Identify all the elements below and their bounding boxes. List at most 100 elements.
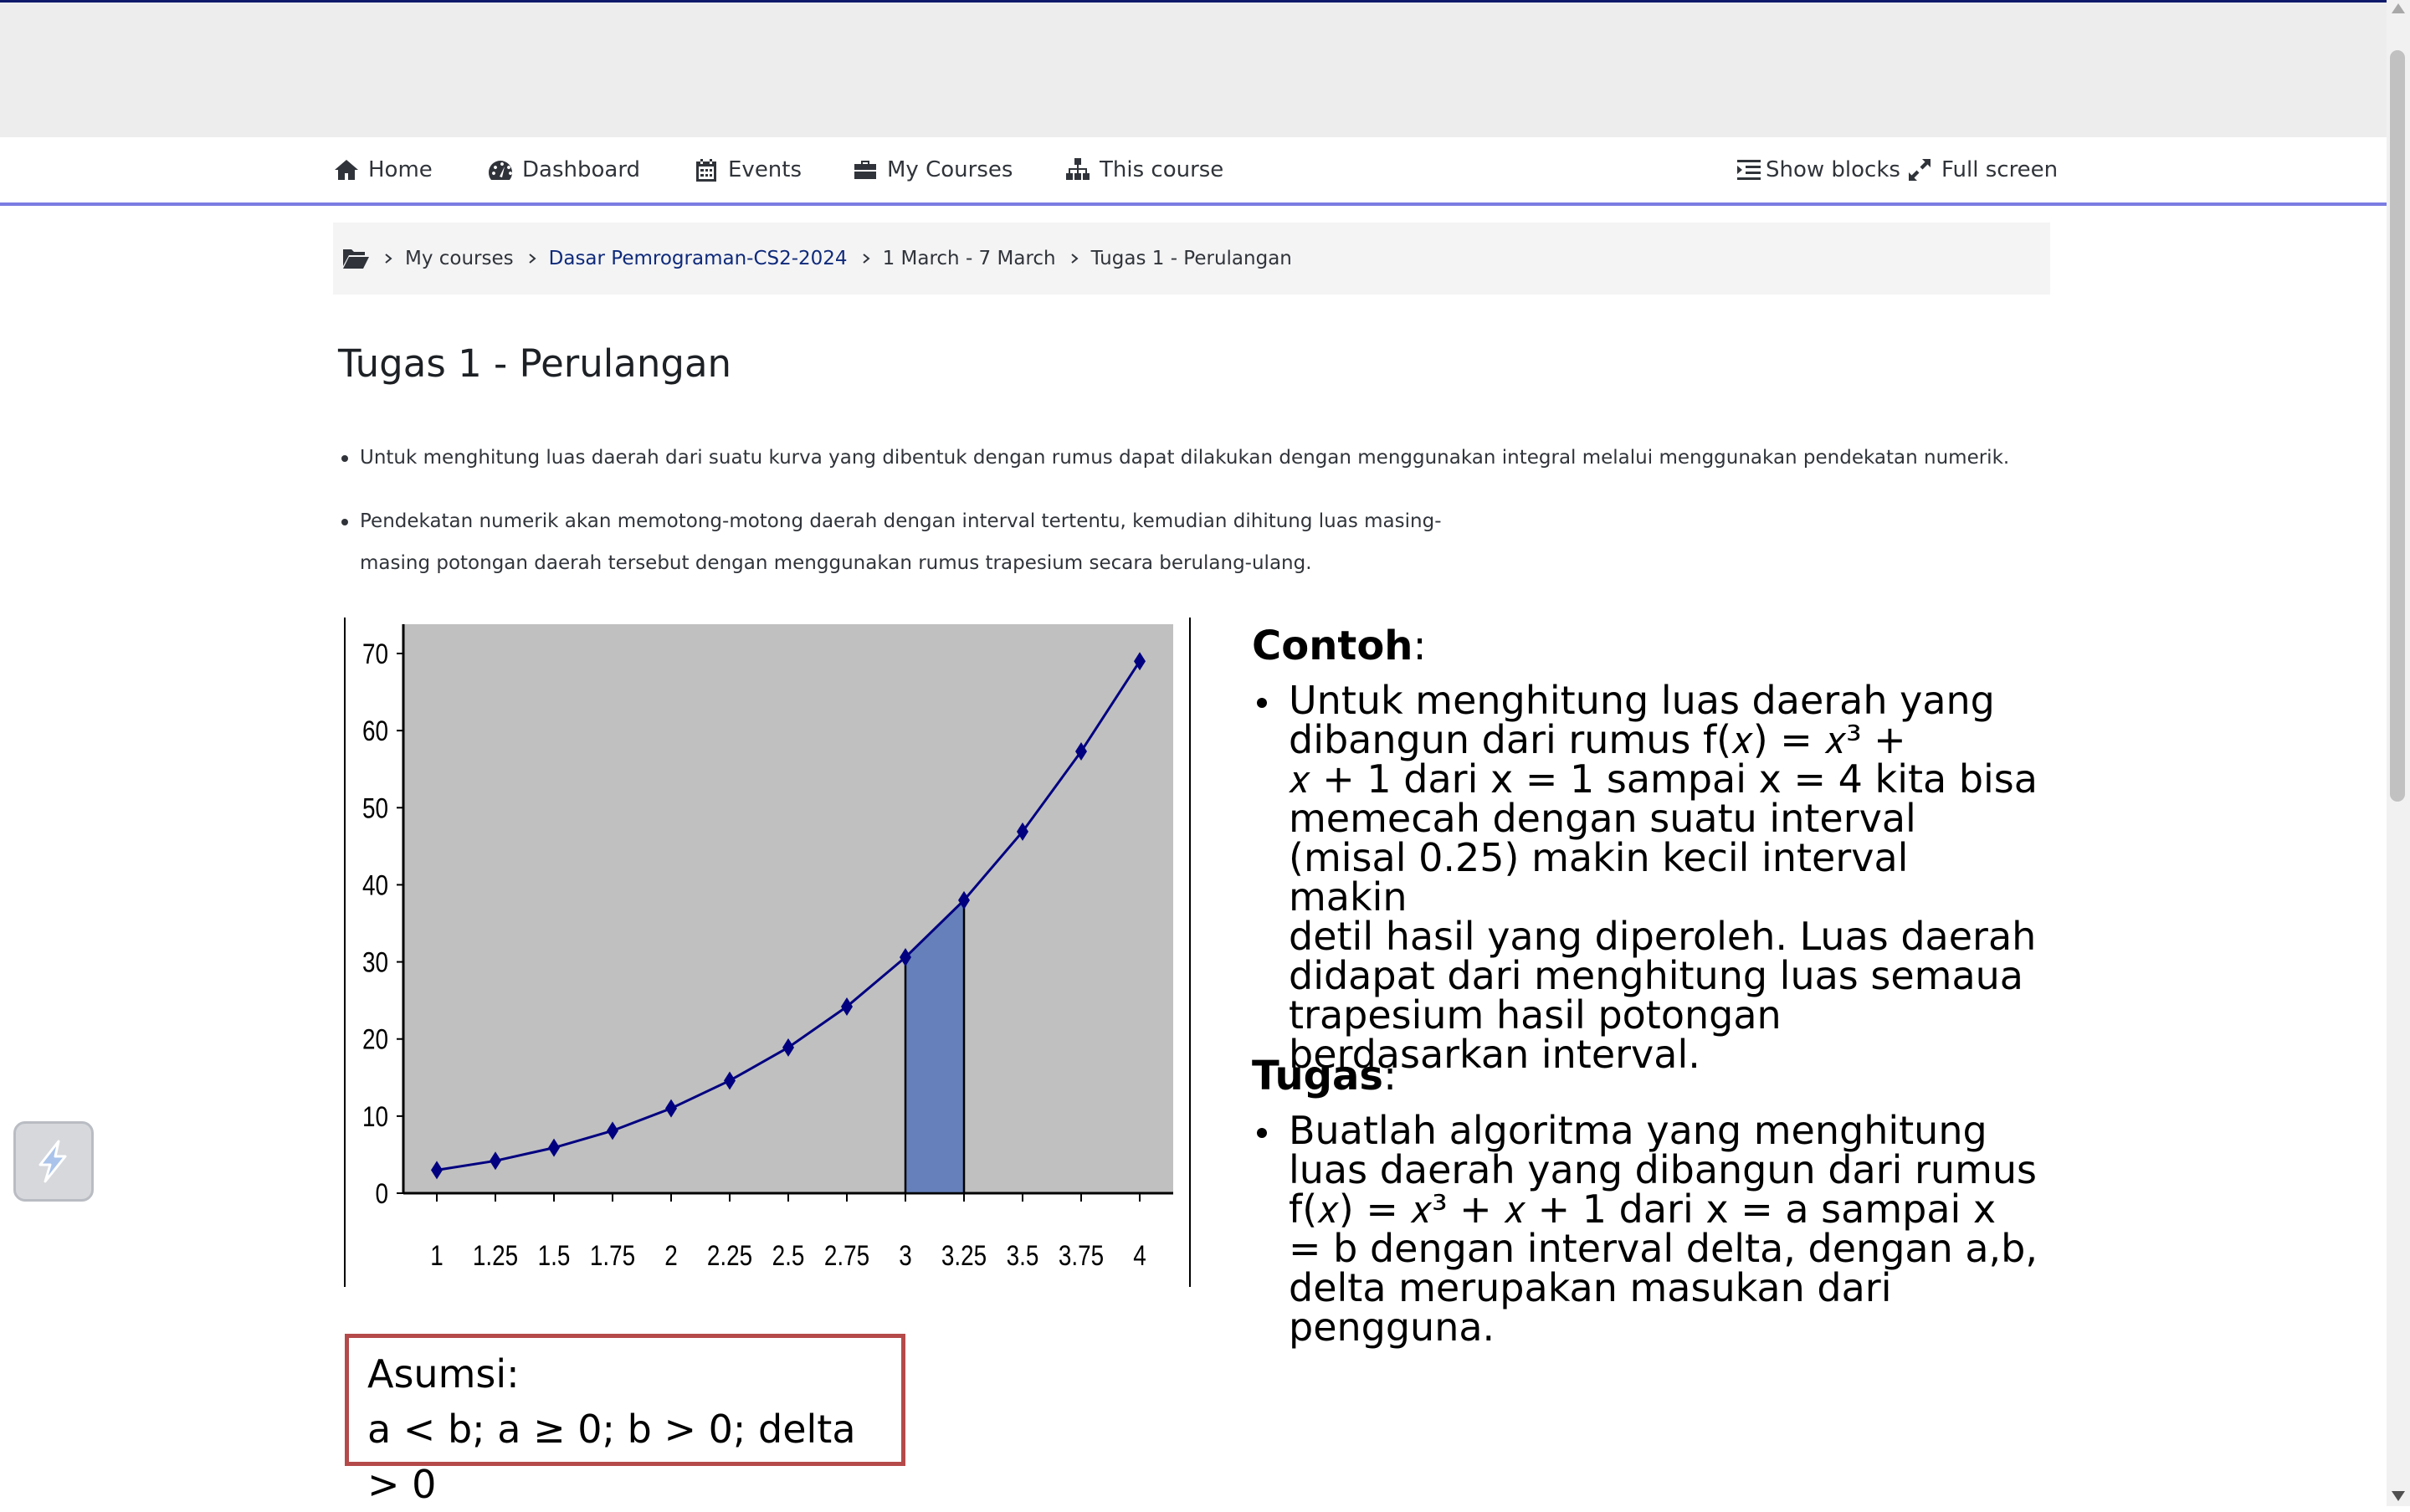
- calendar-icon: [696, 159, 716, 182]
- full-screen-label: Full screen: [1941, 157, 2059, 182]
- data-point-marker: [548, 1138, 560, 1157]
- lightning-icon: [38, 1140, 67, 1183]
- scrollbar-thumb[interactable]: [2390, 50, 2405, 802]
- nav-my-courses-label: My Courses: [887, 157, 1013, 182]
- y-tick-label: 70: [362, 638, 388, 669]
- breadcrumb-section[interactable]: 1 March - 7 March: [882, 248, 1056, 269]
- briefcase-icon: [854, 161, 876, 179]
- bullet-dot: [341, 455, 348, 462]
- example-line: dibangun dari rumus f(𝑥) = 𝑥³ +: [1289, 717, 1906, 762]
- home-icon: [335, 160, 358, 180]
- example-heading-colon: :: [1413, 623, 1427, 669]
- page-title: Tugas 1 - Perulangan: [338, 341, 732, 386]
- data-point-marker: [1017, 822, 1028, 841]
- dashboard-icon: [488, 161, 513, 180]
- chevron-right-icon: [1070, 254, 1079, 264]
- nav-home[interactable]: Home: [333, 137, 433, 202]
- example-line: memecah dengan suatu interval: [1289, 796, 1916, 841]
- x-tick-label: 1.75: [590, 1239, 635, 1271]
- description-text-continued: masing potongan daerah tersebut dengan m…: [360, 552, 1312, 574]
- data-point-marker: [782, 1038, 794, 1057]
- example-line: berdasarkan interval.: [1289, 1032, 1700, 1077]
- task-line: = b dengan interval delta, dengan a,b,: [1289, 1226, 2038, 1271]
- bullet-dot: [341, 519, 348, 525]
- breadcrumb-current: Tugas 1 - Perulangan: [1090, 248, 1292, 269]
- task-line: pengguna.: [1289, 1304, 1495, 1350]
- nav-dashboard-label: Dashboard: [522, 157, 641, 182]
- example-line: Untuk menghitung luas daerah yang: [1289, 678, 1995, 723]
- task-heading: Tugas:: [1252, 1051, 2038, 1101]
- example-line: trapesium hasil potongan: [1289, 992, 1782, 1038]
- nav-my-courses[interactable]: My Courses: [852, 137, 1013, 202]
- assumption-box: Asumsi: a < b; a ≥ 0; b > 0; delta > 0: [345, 1334, 905, 1507]
- data-point-marker: [490, 1151, 501, 1171]
- x-tick-label: 3.75: [1059, 1239, 1104, 1271]
- floating-action-button[interactable]: [13, 1121, 94, 1202]
- chevron-right-icon: [529, 254, 536, 264]
- description-text: Untuk menghitung luas daerah dari suatu …: [360, 447, 2010, 469]
- x-tick-label: 1.5: [538, 1239, 571, 1271]
- chevron-right-icon: [862, 254, 870, 264]
- task-line: Buatlah algoritma yang menghitung: [1289, 1108, 1987, 1153]
- data-point-marker: [431, 1161, 443, 1180]
- area-chart-figure: 0 10 20 30 40 50 60 70 1 1.25 1.5 1.75 2 2.25 2.5 2.75 3…: [338, 618, 1200, 1287]
- y-tick-label: 40: [362, 869, 388, 901]
- y-tick-label: 20: [362, 1023, 388, 1055]
- data-point-marker: [607, 1121, 618, 1140]
- task-heading-bold: Tugas: [1252, 1053, 1383, 1099]
- example-line: (misal 0.25) makin kecil interval makin: [1289, 835, 1909, 920]
- x-tick-label: 2.75: [824, 1239, 869, 1271]
- data-point-marker: [665, 1099, 677, 1118]
- y-tick-label: 0: [375, 1177, 388, 1209]
- description-bullet: Pendekatan numerik akan memotong-motong …: [338, 500, 1442, 584]
- x-tick-label: 1.25: [473, 1239, 518, 1271]
- nav-events-label: Events: [728, 157, 802, 182]
- example-line: 𝑥 + 1 dari x = 1 sampai x = 4 kita bisa: [1289, 756, 2038, 802]
- scroll-up-arrow-icon[interactable]: [2392, 3, 2405, 13]
- nav-dashboard[interactable]: Dashboard: [487, 137, 640, 202]
- expand-icon: [1909, 159, 1931, 181]
- full-screen-button[interactable]: Full screen: [1906, 137, 2058, 202]
- x-tick-label: 4: [1133, 1239, 1146, 1271]
- assumption-title: Asumsi:: [367, 1351, 520, 1397]
- y-tick-label: 30: [362, 946, 388, 978]
- task-heading-colon: :: [1382, 1053, 1397, 1099]
- task-list: Buatlah algoritma yang menghitung luas d…: [1252, 1111, 2038, 1347]
- data-point-marker: [900, 948, 911, 967]
- primary-navbar: Home Dashboard Events My Courses This co…: [0, 137, 2387, 206]
- show-blocks-label: Show blocks: [1766, 157, 1900, 182]
- breadcrumb: My courses Dasar Pemrograman-CS2-2024 1 …: [333, 223, 2050, 295]
- nav-home-label: Home: [368, 157, 433, 182]
- nav-events[interactable]: Events: [693, 137, 802, 202]
- task-line: luas daerah yang dibangun dari rumus: [1289, 1147, 2038, 1192]
- breadcrumb-course-link[interactable]: Dasar Pemrograman-CS2-2024: [548, 248, 848, 269]
- nav-this-course-label: This course: [1100, 157, 1224, 182]
- y-tick-label: 10: [362, 1100, 388, 1132]
- data-point-marker: [958, 890, 970, 910]
- page-header-band: [0, 3, 2387, 137]
- example-line: detil hasil yang diperoleh. Luas daerah: [1289, 914, 2037, 959]
- task-item: Buatlah algoritma yang menghitung luas d…: [1252, 1111, 2038, 1347]
- description-bullet: Untuk menghitung luas daerah dari suatu …: [338, 437, 2009, 479]
- nav-this-course[interactable]: This course: [1064, 137, 1223, 202]
- x-tick-label: 2: [664, 1239, 678, 1271]
- show-blocks-button[interactable]: Show blocks: [1736, 137, 1900, 202]
- example-list: Untuk menghitung luas daerah yang dibang…: [1252, 681, 2038, 1074]
- example-heading: Contoh:: [1252, 621, 2038, 671]
- task-line: delta merupakan masukan dari: [1289, 1265, 1892, 1310]
- area-chart: 0 10 20 30 40 50 60 70 1 1.25 1.5 1.75 2 2.25 2.5 2.75 3…: [344, 618, 1191, 1287]
- assumption-text: a < b; a ≥ 0; b > 0; delta > 0: [367, 1407, 856, 1507]
- top-accent-line: [0, 0, 2387, 3]
- plot-area: [403, 624, 1173, 1193]
- scroll-down-arrow-icon[interactable]: [2392, 1491, 2405, 1501]
- example-item: Untuk menghitung luas daerah yang dibang…: [1252, 681, 2038, 1074]
- description-text: Pendekatan numerik akan memotong-motong …: [360, 510, 1442, 532]
- folder-open-icon[interactable]: [341, 246, 370, 271]
- data-point-marker: [841, 997, 853, 1017]
- x-tick-label: 1: [430, 1239, 444, 1271]
- breadcrumb-my-courses[interactable]: My courses: [405, 248, 514, 269]
- list-indent-icon: [1737, 160, 1761, 180]
- x-tick-label: 2.5: [772, 1239, 805, 1271]
- data-point-marker: [724, 1071, 736, 1090]
- x-tick-label: 2.25: [707, 1239, 752, 1271]
